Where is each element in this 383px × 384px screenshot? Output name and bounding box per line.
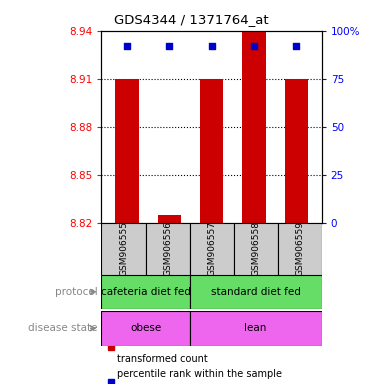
- Bar: [234, 223, 278, 275]
- Point: [124, 43, 130, 49]
- Point: [293, 43, 300, 49]
- Text: GSM906559: GSM906559: [295, 221, 304, 276]
- Text: GSM906555: GSM906555: [119, 221, 128, 276]
- Bar: [285, 79, 308, 223]
- Text: standard diet fed: standard diet fed: [211, 287, 301, 297]
- Text: GSM906558: GSM906558: [251, 221, 260, 276]
- Bar: [101, 223, 146, 275]
- Bar: [200, 79, 223, 223]
- Bar: [278, 223, 322, 275]
- Point: [166, 43, 172, 49]
- Bar: [190, 275, 322, 309]
- Text: disease state: disease state: [28, 323, 98, 333]
- Bar: [158, 215, 181, 223]
- Point: [209, 43, 215, 49]
- Text: transformed count: transformed count: [117, 354, 208, 364]
- Text: GDS4344 / 1371764_at: GDS4344 / 1371764_at: [114, 13, 269, 26]
- Bar: [242, 31, 265, 223]
- Bar: [101, 311, 190, 346]
- Text: percentile rank within the sample: percentile rank within the sample: [117, 369, 282, 379]
- Text: cafeteria diet fed: cafeteria diet fed: [101, 287, 190, 297]
- Bar: [115, 79, 139, 223]
- Text: protocol: protocol: [55, 287, 98, 297]
- Bar: [190, 223, 234, 275]
- Text: GSM906556: GSM906556: [163, 221, 172, 276]
- Bar: [146, 223, 190, 275]
- Bar: [101, 275, 190, 309]
- Text: obese: obese: [130, 323, 161, 333]
- Text: lean: lean: [244, 323, 267, 333]
- Text: GSM906557: GSM906557: [207, 221, 216, 276]
- Point: [251, 43, 257, 49]
- Bar: [190, 311, 322, 346]
